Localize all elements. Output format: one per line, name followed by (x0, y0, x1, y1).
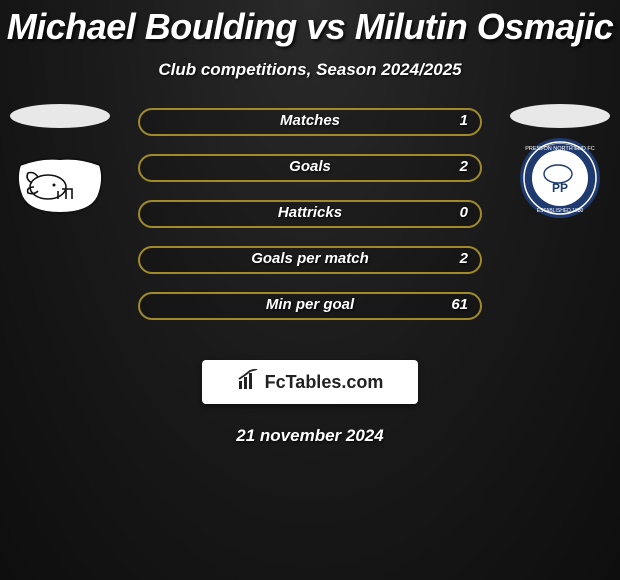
stat-label: Goals (140, 158, 480, 175)
team-right-crest: PP PRESTON NORTH END FC ESTABLISHED 1880 (510, 104, 610, 244)
stat-value: 61 (451, 296, 468, 313)
stat-row: Goals per match 2 (138, 246, 482, 274)
stat-label: Min per goal (140, 296, 480, 313)
stat-value: 1 (460, 112, 468, 129)
chart-icon (237, 369, 259, 396)
stat-value: 0 (460, 204, 468, 221)
stat-value: 2 (460, 250, 468, 267)
page-title: Michael Boulding vs Milutin Osmajic (0, 0, 620, 48)
brand-text: FcTables.com (265, 372, 384, 393)
svg-text:PRESTON NORTH END FC: PRESTON NORTH END FC (525, 146, 594, 152)
stat-label: Matches (140, 112, 480, 129)
stat-row: Hattricks 0 (138, 200, 482, 228)
team-left-crest (10, 104, 110, 244)
stat-row: Min per goal 61 (138, 292, 482, 320)
comparison-panel: PP PRESTON NORTH END FC ESTABLISHED 1880… (0, 108, 620, 348)
crest-badge-left (10, 146, 110, 226)
stat-row: Goals 2 (138, 154, 482, 182)
stat-row: Matches 1 (138, 108, 482, 136)
snapshot-date: 21 november 2024 (0, 426, 620, 446)
stats-list: Matches 1 Goals 2 Hattricks 0 Goals per … (138, 108, 482, 320)
ram-icon (10, 155, 110, 217)
stat-value: 2 (460, 158, 468, 175)
svg-text:PP: PP (552, 181, 568, 195)
stat-label: Goals per match (140, 250, 480, 267)
crest-shadow-ellipse (10, 104, 110, 128)
svg-text:ESTABLISHED 1880: ESTABLISHED 1880 (537, 208, 584, 214)
crest-badge-right: PP PRESTON NORTH END FC ESTABLISHED 1880 (510, 146, 610, 226)
stat-label: Hattricks (140, 204, 480, 221)
preston-badge-icon: PP PRESTON NORTH END FC ESTABLISHED 1880 (510, 136, 610, 236)
page-subtitle: Club competitions, Season 2024/2025 (0, 60, 620, 80)
brand-box[interactable]: FcTables.com (202, 360, 418, 404)
crest-shadow-ellipse (510, 104, 610, 128)
